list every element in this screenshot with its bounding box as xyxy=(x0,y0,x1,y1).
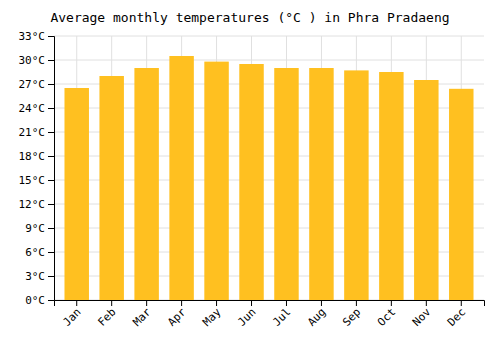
tick-label: May xyxy=(200,305,224,329)
tick-mark xyxy=(48,60,54,61)
tick-label: 24°C xyxy=(19,102,46,115)
tick: Jan xyxy=(60,300,83,329)
tick-mark xyxy=(111,300,112,306)
tick-label: 21°C xyxy=(19,126,46,139)
tick: Dec xyxy=(445,300,468,329)
tick: 21°C xyxy=(19,126,55,139)
tick-mark xyxy=(48,276,54,277)
tick-label: Nov xyxy=(410,305,434,329)
tick: 9°C xyxy=(25,222,54,235)
tick-label: Oct xyxy=(375,306,398,329)
bar xyxy=(204,62,228,300)
tick-mark xyxy=(48,84,54,85)
tick-label: 15°C xyxy=(19,174,46,187)
tick-label: 27°C xyxy=(19,78,46,91)
tick-label: 6°C xyxy=(25,246,45,259)
tick-mark xyxy=(48,204,54,205)
bar xyxy=(169,56,193,300)
tick: Jun xyxy=(235,300,258,329)
tick: Apr xyxy=(165,300,189,329)
tick: 33°C xyxy=(19,30,55,43)
tick: Jul xyxy=(270,300,293,329)
bar xyxy=(414,80,438,300)
tick-label: 18°C xyxy=(19,150,46,163)
tick-mark xyxy=(251,300,252,306)
tick-label: Sep xyxy=(340,306,363,329)
bar xyxy=(134,68,158,300)
tick-mark xyxy=(48,180,54,181)
tick: Mar xyxy=(130,300,154,329)
tick-label: 12°C xyxy=(19,198,46,211)
tick: 0°C xyxy=(25,294,54,307)
tick-mark xyxy=(286,300,287,306)
tick-label: Apr xyxy=(165,305,189,329)
tick-mark xyxy=(48,132,54,133)
tick-mark xyxy=(76,300,77,306)
tick-mark xyxy=(426,300,427,306)
chart: 0°C 3°C 6°C 9°C 12°C 15°C 18°C 21°C 24°C 27°C 30°C… xyxy=(0,0,500,350)
tick: May xyxy=(200,300,224,329)
tick-label: Mar xyxy=(130,305,154,329)
tick-label: 9°C xyxy=(25,222,45,235)
grid-line xyxy=(54,36,484,37)
tick-mark xyxy=(48,36,54,37)
tick-label: Jun xyxy=(235,306,258,329)
grid-line xyxy=(54,60,484,61)
tick-label: Feb xyxy=(95,306,118,329)
tick-mark xyxy=(48,252,54,253)
tick: 3°C xyxy=(25,270,54,283)
tick-mark xyxy=(48,108,54,109)
tick-mark xyxy=(391,300,392,306)
tick-label: Aug xyxy=(305,306,328,329)
bar xyxy=(99,76,123,300)
tick-mark xyxy=(461,300,462,306)
tick-label: 3°C xyxy=(25,270,45,283)
tick: 12°C xyxy=(19,198,55,211)
tick-label: 0°C xyxy=(25,294,45,307)
tick-label: Jan xyxy=(60,306,83,329)
x-axis: Jan Feb Mar Apr May Jun Jul Aug Sep Oct Nov Dec xyxy=(55,300,485,329)
tick-mark xyxy=(181,300,182,306)
tick: Feb xyxy=(95,300,118,329)
tick-mark xyxy=(356,300,357,306)
bar xyxy=(344,70,368,300)
y-axis: 0°C 3°C 6°C 9°C 12°C 15°C 18°C 21°C 24°C 27°C 30°C… xyxy=(19,30,55,307)
tick-label: 30°C xyxy=(19,54,46,67)
bars xyxy=(64,56,473,300)
tick: 24°C xyxy=(19,102,55,115)
tick-mark xyxy=(48,300,54,301)
bar xyxy=(449,89,473,300)
tick: 15°C xyxy=(19,174,55,187)
tick-mark xyxy=(48,228,54,229)
tick: 18°C xyxy=(19,150,55,163)
tick: Nov xyxy=(410,300,434,329)
tick-label: Jul xyxy=(270,306,293,329)
tick: 6°C xyxy=(25,246,54,259)
bar xyxy=(379,72,403,300)
tick-mark xyxy=(216,300,217,306)
bar xyxy=(274,68,298,300)
bar xyxy=(309,68,333,300)
plot: 0°C 3°C 6°C 9°C 12°C 15°C 18°C 21°C 24°C 27°C 30°C… xyxy=(19,30,485,329)
title: Average monthly temperatures (°C ) in Ph… xyxy=(50,10,449,25)
tick-mark xyxy=(321,300,322,306)
tick: 27°C xyxy=(19,78,55,91)
tick: Oct xyxy=(375,300,398,329)
grid xyxy=(54,36,484,300)
tick: Sep xyxy=(340,300,363,329)
bar xyxy=(239,64,263,300)
tick: 30°C xyxy=(19,54,55,67)
tick-label: 33°C xyxy=(19,30,46,43)
tick-label: Dec xyxy=(445,306,468,329)
axis-line xyxy=(48,37,55,301)
bar xyxy=(64,88,88,300)
tick: Aug xyxy=(305,300,328,329)
tick-mark xyxy=(48,156,54,157)
tick-mark xyxy=(146,300,147,306)
axis-line xyxy=(55,301,485,307)
